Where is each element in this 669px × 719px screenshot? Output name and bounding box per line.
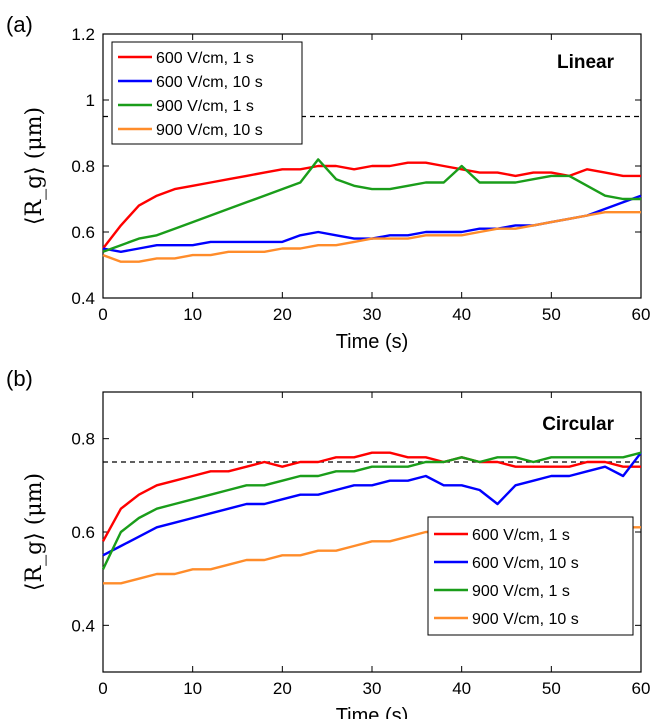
y-axis-label: ⟨R_g⟩ (μm) [22, 107, 47, 225]
y-tick-label: 1.2 [71, 25, 95, 44]
x-tick-label: 40 [452, 305, 471, 324]
x-tick-label: 20 [273, 305, 292, 324]
legend-box [111, 41, 303, 145]
y-tick-label: 0.4 [71, 616, 95, 635]
y-tick-label: 0.4 [71, 289, 95, 308]
series-line-1 [101, 451, 641, 542]
legend-entry: 900 V/cm, 1 s [472, 583, 570, 600]
y-tick-label: 0.6 [71, 223, 95, 242]
legend: 600 V/cm, 1 s 600 V/cm, 10 s 900 V/cm, 1 s… [427, 516, 634, 636]
panel-label: (b) [6, 366, 33, 391]
y-tick-label: 0.8 [71, 430, 95, 449]
x-tick-label: 10 [183, 305, 202, 324]
legend-box [427, 516, 634, 636]
x-tick-label: 50 [542, 679, 561, 698]
series-line-1 [102, 161, 641, 250]
x-tick-label: 10 [183, 679, 202, 698]
x-tick-label: 40 [452, 679, 471, 698]
x-tick-label: 0 [98, 679, 107, 698]
y-tick-label: 0.8 [71, 157, 95, 176]
series-line-4 [102, 210, 641, 263]
x-tick-label: 30 [363, 679, 382, 698]
panel-annotation: Linear [557, 52, 615, 73]
x-tick-label: 60 [632, 679, 651, 698]
legend-entry: 600 V/cm, 10 s [156, 74, 263, 91]
series-line-2 [102, 451, 642, 557]
x-tick-label: 0 [98, 305, 107, 324]
legend-entry: 600 V/cm, 1 s [156, 50, 254, 67]
chart-panel-a: (a) 0 10 20 30 40 50 60 0.4 0.6 0.8 1 1.2 Time (s) ⟨R_… [6, 12, 650, 353]
y-tick-label: 1 [86, 91, 95, 110]
legend-entry: 900 V/cm, 1 s [156, 98, 254, 115]
x-tick-label: 20 [273, 679, 292, 698]
legend-entry: 600 V/cm, 10 s [472, 555, 579, 572]
x-axis-label: Time (s) [336, 331, 409, 353]
panel-annotation: Circular [542, 414, 614, 435]
y-tick-label: 0.6 [71, 523, 95, 542]
legend-entry: 900 V/cm, 10 s [156, 122, 263, 139]
legend: 600 V/cm, 1 s 600 V/cm, 10 s 900 V/cm, 1 s… [111, 41, 303, 145]
x-tick-label: 30 [363, 305, 382, 324]
chart-panel-b: (b) 0 10 20 30 40 50 60 0.4 0.6 0.8 Time (s) ⟨R_g⟩ (… [6, 366, 650, 719]
series-line-3 [101, 451, 642, 570]
x-tick-label: 60 [632, 305, 651, 324]
y-axis-label: ⟨R_g⟩ (μm) [22, 473, 47, 591]
x-axis-label: Time (s) [336, 705, 409, 719]
panel-label: (a) [6, 12, 33, 37]
legend-entry: 600 V/cm, 1 s [472, 527, 570, 544]
series-line-3 [102, 158, 641, 253]
x-tick-label: 50 [542, 305, 561, 324]
legend-entry: 900 V/cm, 10 s [472, 611, 579, 628]
